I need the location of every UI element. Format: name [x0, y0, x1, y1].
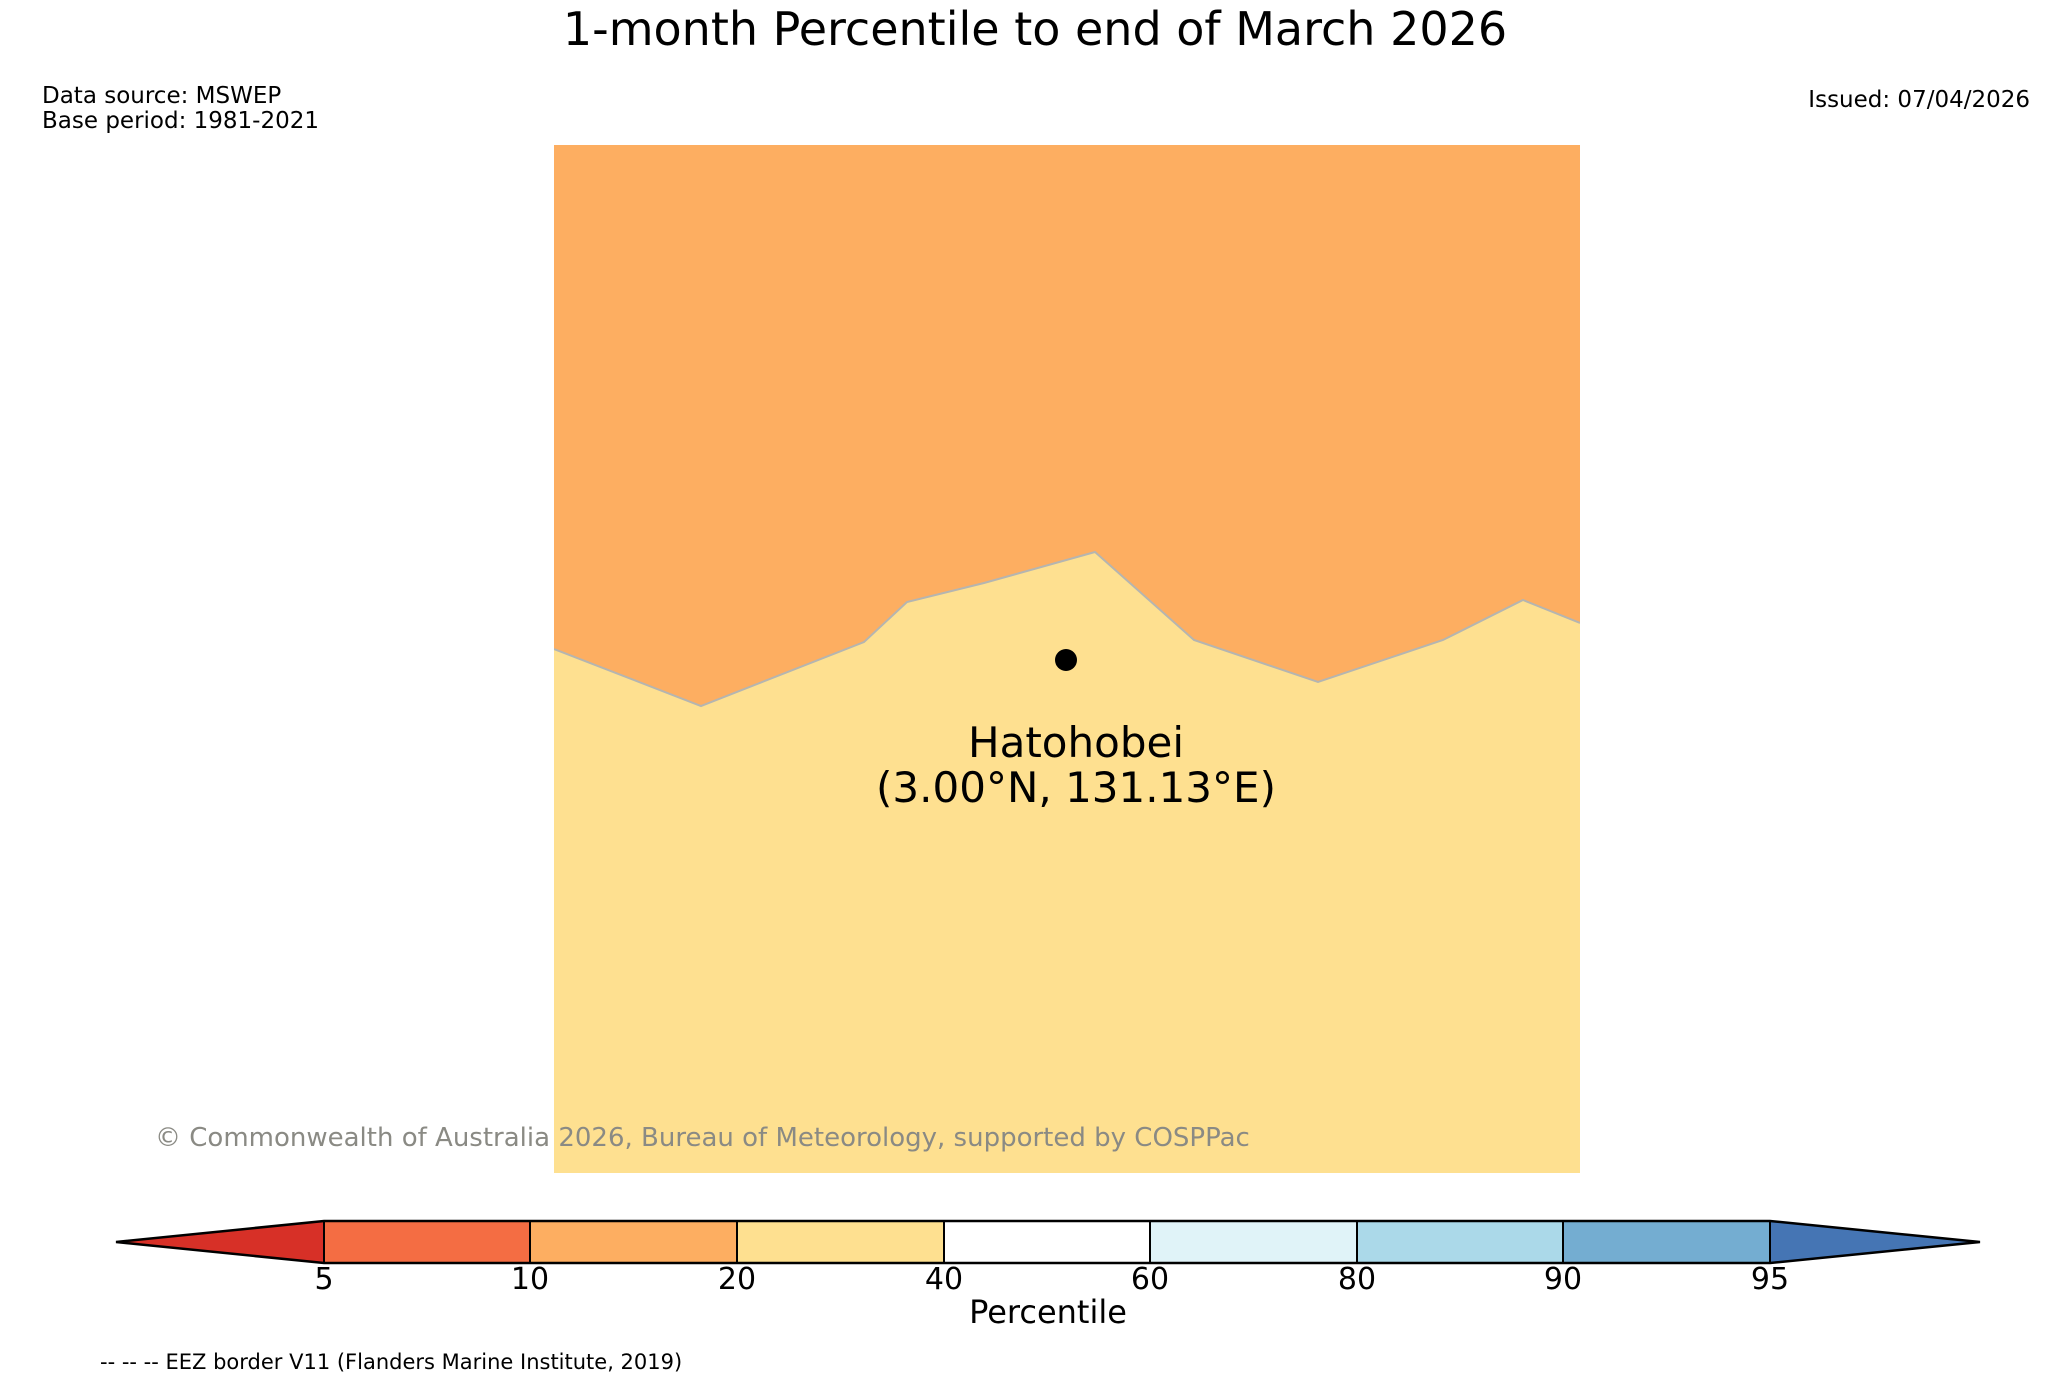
colorbar-outline	[115, 1219, 1981, 1265]
station-marker-dot	[1055, 649, 1077, 671]
colorbar-segment-20-40	[737, 1221, 944, 1263]
issued-date-text: Issued: 07/04/2026	[1808, 87, 2030, 113]
colorbar-tick-10: 10	[510, 1262, 550, 1297]
colorbar-axis-label: Percentile	[969, 1293, 1127, 1331]
source-info-block: Data source: MSWEP Base period: 1981-202…	[42, 84, 319, 134]
percentile-map	[554, 145, 1580, 1173]
colorbar-segment-80-90	[1357, 1221, 1563, 1263]
colorbar-left-arrow-below-5	[116, 1221, 324, 1263]
map-region-percentile-10-20	[554, 145, 1580, 706]
colorbar-right-arrow-above-95	[1770, 1221, 1980, 1263]
colorbar-segment-60-80	[1150, 1221, 1357, 1263]
colorbar-tick-40: 40	[924, 1262, 964, 1297]
eez-border-footnote: -- -- -- EEZ border V11 (Flanders Marine…	[100, 1350, 683, 1374]
colorbar-tick-80: 80	[1337, 1262, 1377, 1297]
station-label: Hatohobei (3.00°N, 131.13°E)	[876, 720, 1276, 810]
colorbar-tick-20: 20	[717, 1262, 757, 1297]
colorbar-segment-10-20	[530, 1221, 737, 1263]
station-name-text: Hatohobei	[968, 718, 1184, 767]
colorbar-segment-90-95	[1563, 1221, 1770, 1263]
base-period-text: Base period: 1981-2021	[42, 108, 320, 134]
colorbar-segment-5-10	[324, 1221, 530, 1263]
station-coordinates-text: (3.00°N, 131.13°E)	[876, 763, 1276, 812]
colorbar-tick-5: 5	[314, 1262, 334, 1297]
percentile-contour-boundary	[554, 550, 1580, 708]
colorbar-segment-40-60	[944, 1221, 1150, 1263]
colorbar-tick-60: 60	[1130, 1262, 1170, 1297]
colorbar-tick-95: 95	[1750, 1262, 1790, 1297]
colorbar-tick-90: 90	[1543, 1262, 1583, 1297]
colorbar-dividers	[323, 1221, 1771, 1263]
data-source-text: Data source: MSWEP	[42, 83, 282, 109]
figure-title: 1-month Percentile to end of March 2026	[562, 2, 1508, 56]
copyright-text: © Commonwealth of Australia 2026, Bureau…	[155, 1123, 1250, 1153]
percentile-colorbar	[115, 1219, 1981, 1265]
